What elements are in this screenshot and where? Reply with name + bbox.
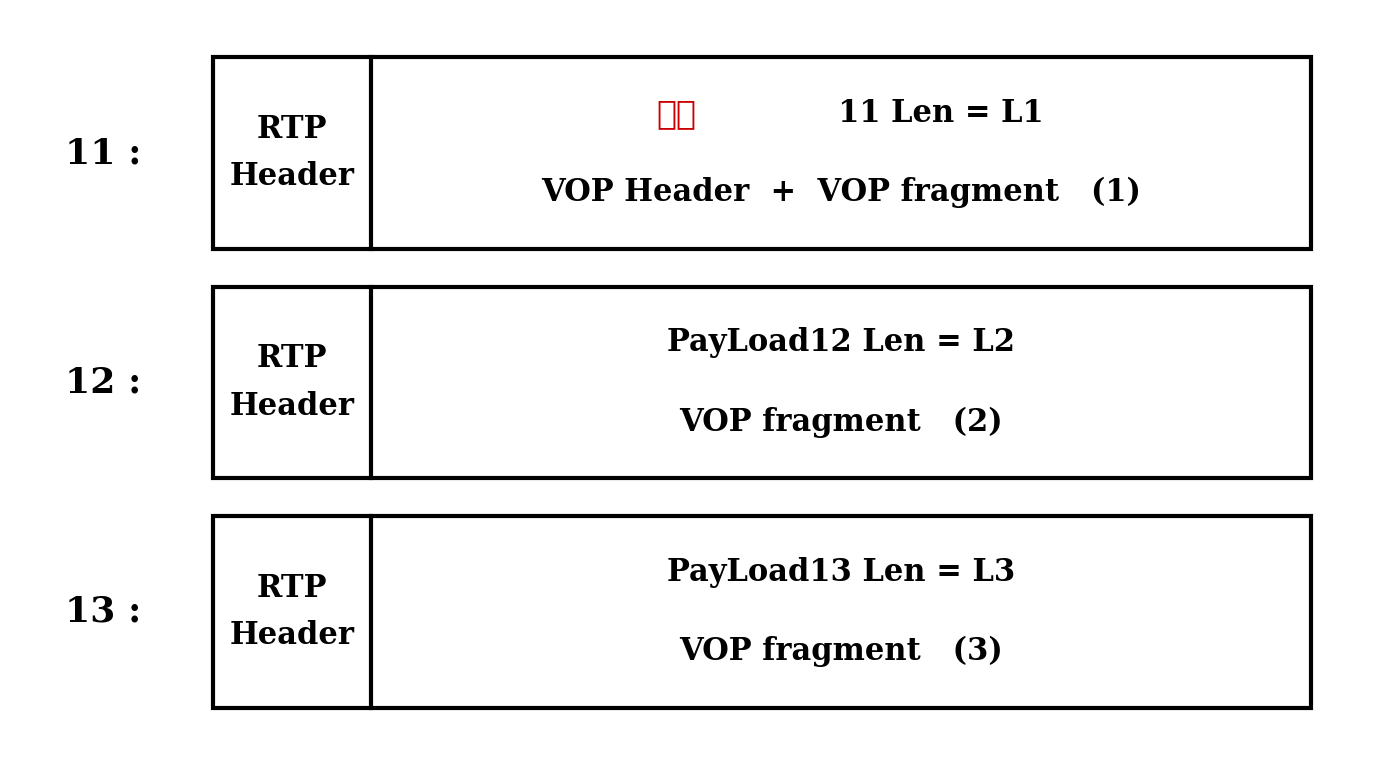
Bar: [213, 57, 1311, 249]
Text: 负载: 负载: [656, 96, 696, 130]
Text: RTP: RTP: [257, 573, 327, 604]
Bar: [213, 287, 1311, 478]
Text: PayLoad12 Len = L2: PayLoad12 Len = L2: [667, 327, 1015, 358]
Text: Header: Header: [229, 161, 354, 192]
Text: Header: Header: [229, 620, 354, 651]
Text: Header: Header: [229, 391, 354, 422]
Bar: [213, 516, 1311, 708]
Text: 11 :: 11 :: [65, 136, 141, 170]
Text: 12 :: 12 :: [65, 366, 141, 399]
Text: 13 :: 13 :: [65, 595, 141, 629]
Text: VOP Header  +  VOP fragment   (1): VOP Header + VOP fragment (1): [541, 177, 1141, 208]
Text: VOP fragment   (3): VOP fragment (3): [680, 636, 1002, 667]
Text: 11 Len = L1: 11 Len = L1: [817, 98, 1043, 129]
Text: PayLoad13 Len = L3: PayLoad13 Len = L3: [667, 557, 1015, 588]
Text: VOP fragment   (2): VOP fragment (2): [680, 407, 1002, 438]
Text: RTP: RTP: [257, 343, 327, 374]
Text: RTP: RTP: [257, 114, 327, 145]
